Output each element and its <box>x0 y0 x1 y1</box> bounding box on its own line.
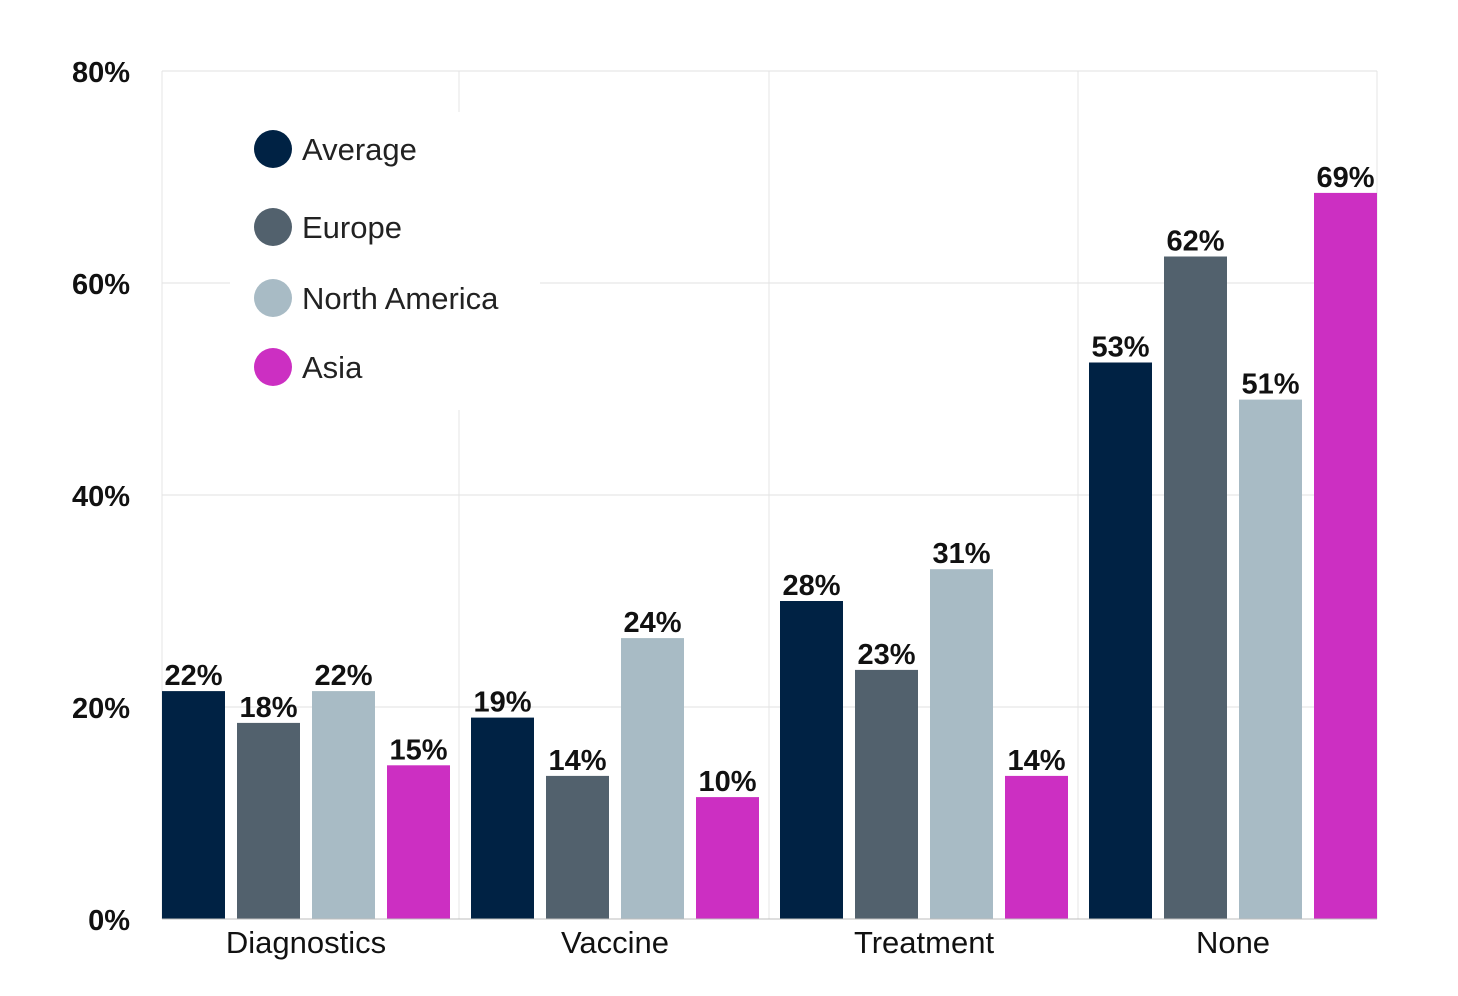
data-label: 22% <box>164 660 222 692</box>
legend-label: Average <box>302 132 417 167</box>
bar-average-none <box>1089 362 1152 919</box>
data-label: 10% <box>698 766 756 798</box>
x-category-label: Diagnostics <box>226 925 386 960</box>
bar-europe-treatment <box>855 669 918 919</box>
data-label: 31% <box>932 538 990 570</box>
bar-average-vaccine <box>471 717 534 919</box>
data-label: 14% <box>1007 745 1065 777</box>
data-label: 19% <box>473 687 531 719</box>
bar-asia-treatment <box>1005 775 1068 919</box>
y-tick-label: 40% <box>72 481 130 513</box>
bar-average-diagnostics <box>162 691 225 919</box>
data-label: 18% <box>239 692 297 724</box>
legend-label: Asia <box>302 350 363 385</box>
x-axis: Diagnostics Vaccine Treatment None <box>162 918 1377 960</box>
data-label: 51% <box>1241 369 1299 401</box>
bars <box>162 192 1377 920</box>
data-label: 22% <box>314 660 372 692</box>
bar-europe-diagnostics <box>237 722 300 919</box>
data-label: 15% <box>389 734 447 766</box>
bar-north-america-diagnostics <box>312 691 375 919</box>
legend-swatch <box>254 130 292 168</box>
legend-label: North America <box>302 281 499 316</box>
data-labels: 22% 18% 22% 15% 19% 14% 24% 10% 28% 23% 31% 14% 53% 6… <box>164 162 1374 798</box>
legend-swatch <box>254 279 292 317</box>
bar-asia-diagnostics <box>387 765 450 919</box>
y-tick-label: 20% <box>72 693 130 725</box>
y-tick-label: 60% <box>72 269 130 301</box>
data-label: 23% <box>857 639 915 671</box>
bar-europe-none <box>1164 256 1227 919</box>
legend: Average Europe North America Asia <box>230 112 540 410</box>
bar-north-america-treatment <box>930 569 993 919</box>
bar-asia-none <box>1314 192 1377 919</box>
bar-average-treatment <box>780 601 843 919</box>
data-label: 14% <box>548 745 606 777</box>
bar-north-america-vaccine <box>621 638 684 919</box>
legend-swatch <box>254 208 292 246</box>
bar-north-america-none <box>1239 399 1302 920</box>
legend-swatch <box>254 348 292 386</box>
x-category-label: Treatment <box>854 925 995 960</box>
legend-label: Europe <box>302 210 402 245</box>
data-label: 62% <box>1166 226 1224 258</box>
data-label: 69% <box>1316 162 1374 194</box>
data-label: 24% <box>623 607 681 639</box>
data-label: 53% <box>1091 332 1149 364</box>
y-tick-label: 0% <box>88 905 130 937</box>
x-category-label: None <box>1196 925 1270 960</box>
bar-europe-vaccine <box>546 775 609 919</box>
y-axis: 0% 20% 40% 60% 80% <box>72 57 130 937</box>
x-category-label: Vaccine <box>561 925 669 960</box>
y-tick-label: 80% <box>72 57 130 89</box>
data-label: 28% <box>782 570 840 602</box>
bar-asia-vaccine <box>696 797 759 919</box>
